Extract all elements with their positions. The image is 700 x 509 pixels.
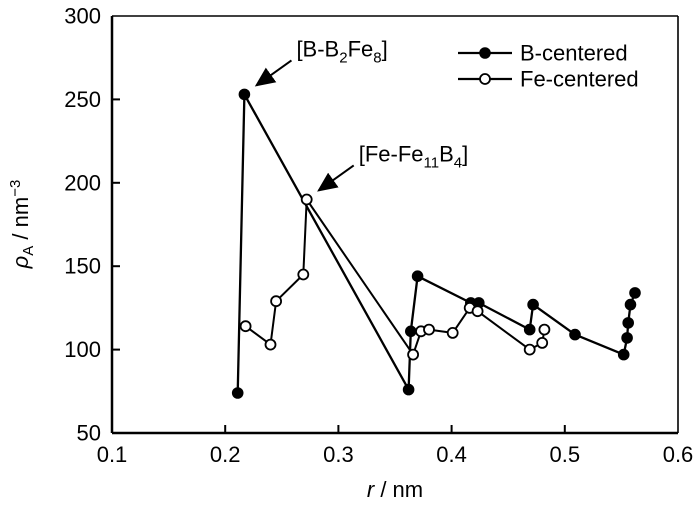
- data-point-fe-centered: [239, 320, 252, 333]
- y-tick-label: 200: [64, 170, 101, 195]
- y-axis-label: ρA / nm−3: [7, 180, 37, 270]
- data-point-fe-centered: [300, 193, 313, 206]
- data-point-b-centered: [527, 298, 539, 311]
- data-point-fe-centered: [523, 343, 536, 356]
- legend-label: Fe-centered: [520, 67, 639, 92]
- y-tick-label: 50: [77, 421, 101, 446]
- data-point-fe-centered: [270, 295, 283, 308]
- data-point-b-centered: [411, 270, 424, 283]
- annotation-text: [Fe-Fe11B4]: [359, 141, 469, 171]
- y-tick-label: 250: [64, 87, 101, 112]
- data-point-fe-centered: [536, 336, 549, 349]
- x-tick-label: 0.1: [97, 442, 128, 467]
- data-point-fe-centered: [446, 326, 459, 339]
- data-point-b-centered: [238, 88, 251, 101]
- data-point-b-centered: [405, 325, 417, 338]
- legend-marker-open-circle: [479, 73, 491, 85]
- data-point-fe-centered: [407, 348, 420, 361]
- x-tick-label: 0.5: [550, 442, 581, 467]
- series-line-b-centered: [236, 93, 637, 394]
- y-tick-label: 150: [64, 254, 101, 279]
- x-axis-label: r / nm: [367, 477, 423, 502]
- series-line-fe-centered: [245, 198, 546, 356]
- data-point-b-centered: [523, 323, 536, 336]
- x-tick-label: 0.4: [436, 442, 467, 467]
- annotation-arrow: [254, 59, 293, 87]
- x-tick-label: 0.3: [323, 442, 354, 467]
- x-tick-label: 0.6: [663, 442, 694, 467]
- data-point-b-centered: [621, 332, 633, 344]
- annotation-text: [B-B2Fe8]: [296, 36, 387, 66]
- data-point-fe-centered: [423, 323, 435, 336]
- data-point-fe-centered: [471, 305, 484, 318]
- data-point-fe-centered: [538, 323, 551, 336]
- data-point-b-centered: [624, 298, 637, 311]
- data-point-fe-centered: [264, 338, 277, 351]
- data-point-b-centered: [231, 387, 244, 399]
- annotation-arrow: [317, 164, 355, 192]
- data-point-fe-centered: [297, 268, 310, 281]
- data-point-b-centered: [629, 287, 641, 299]
- y-tick-label: 100: [64, 337, 101, 362]
- legend-marker-filled-circle: [479, 47, 491, 59]
- data-point-b-centered: [617, 348, 630, 361]
- legend-label: B-centered: [520, 41, 628, 66]
- data-point-b-centered: [622, 317, 635, 329]
- x-tick-label: 0.2: [210, 442, 241, 467]
- data-point-b-centered: [569, 328, 581, 341]
- y-tick-label: 300: [64, 4, 101, 29]
- data-point-b-centered: [402, 383, 415, 396]
